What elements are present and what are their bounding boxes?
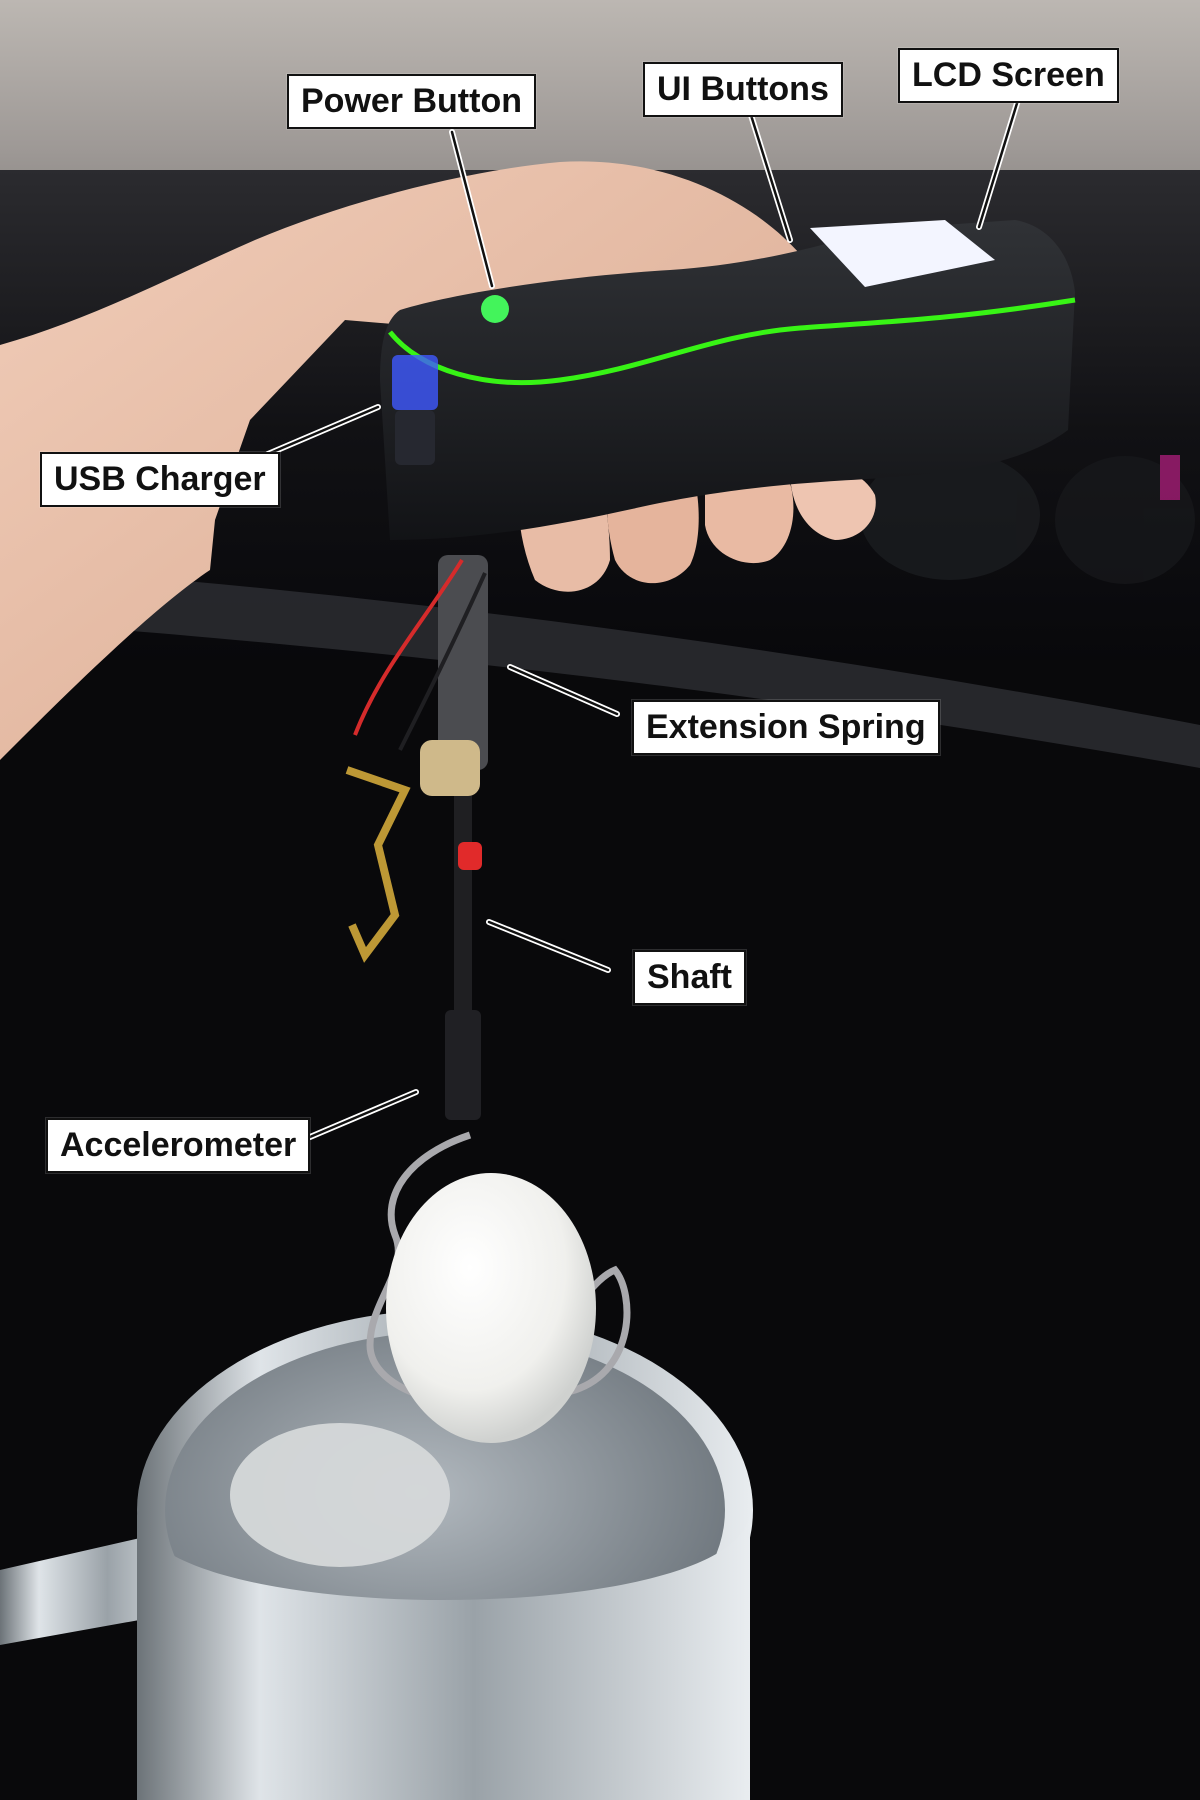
label-power-button: Power Button xyxy=(287,74,536,129)
callout-leader-lines xyxy=(265,97,1021,1140)
stove-knobs xyxy=(860,450,1195,584)
label-usb-charger: USB Charger xyxy=(40,452,280,507)
label-extension-spring: Extension Spring xyxy=(632,700,940,755)
accent-light-strip xyxy=(388,297,1076,385)
egg-monitor-device xyxy=(380,220,1076,540)
lcd-screen-physical xyxy=(810,220,995,287)
label-lcd-screen: LCD Screen xyxy=(898,48,1119,103)
egg-and-holder xyxy=(366,1131,631,1443)
cooking-pot xyxy=(0,1310,753,1800)
label-accelerometer: Accelerometer xyxy=(46,1118,311,1173)
usb-port-glow xyxy=(392,355,438,410)
label-ui-buttons: UI Buttons xyxy=(643,62,843,117)
power-button-physical xyxy=(481,295,509,323)
label-shaft: Shaft xyxy=(633,950,746,1005)
spring-and-shaft xyxy=(345,555,488,1120)
